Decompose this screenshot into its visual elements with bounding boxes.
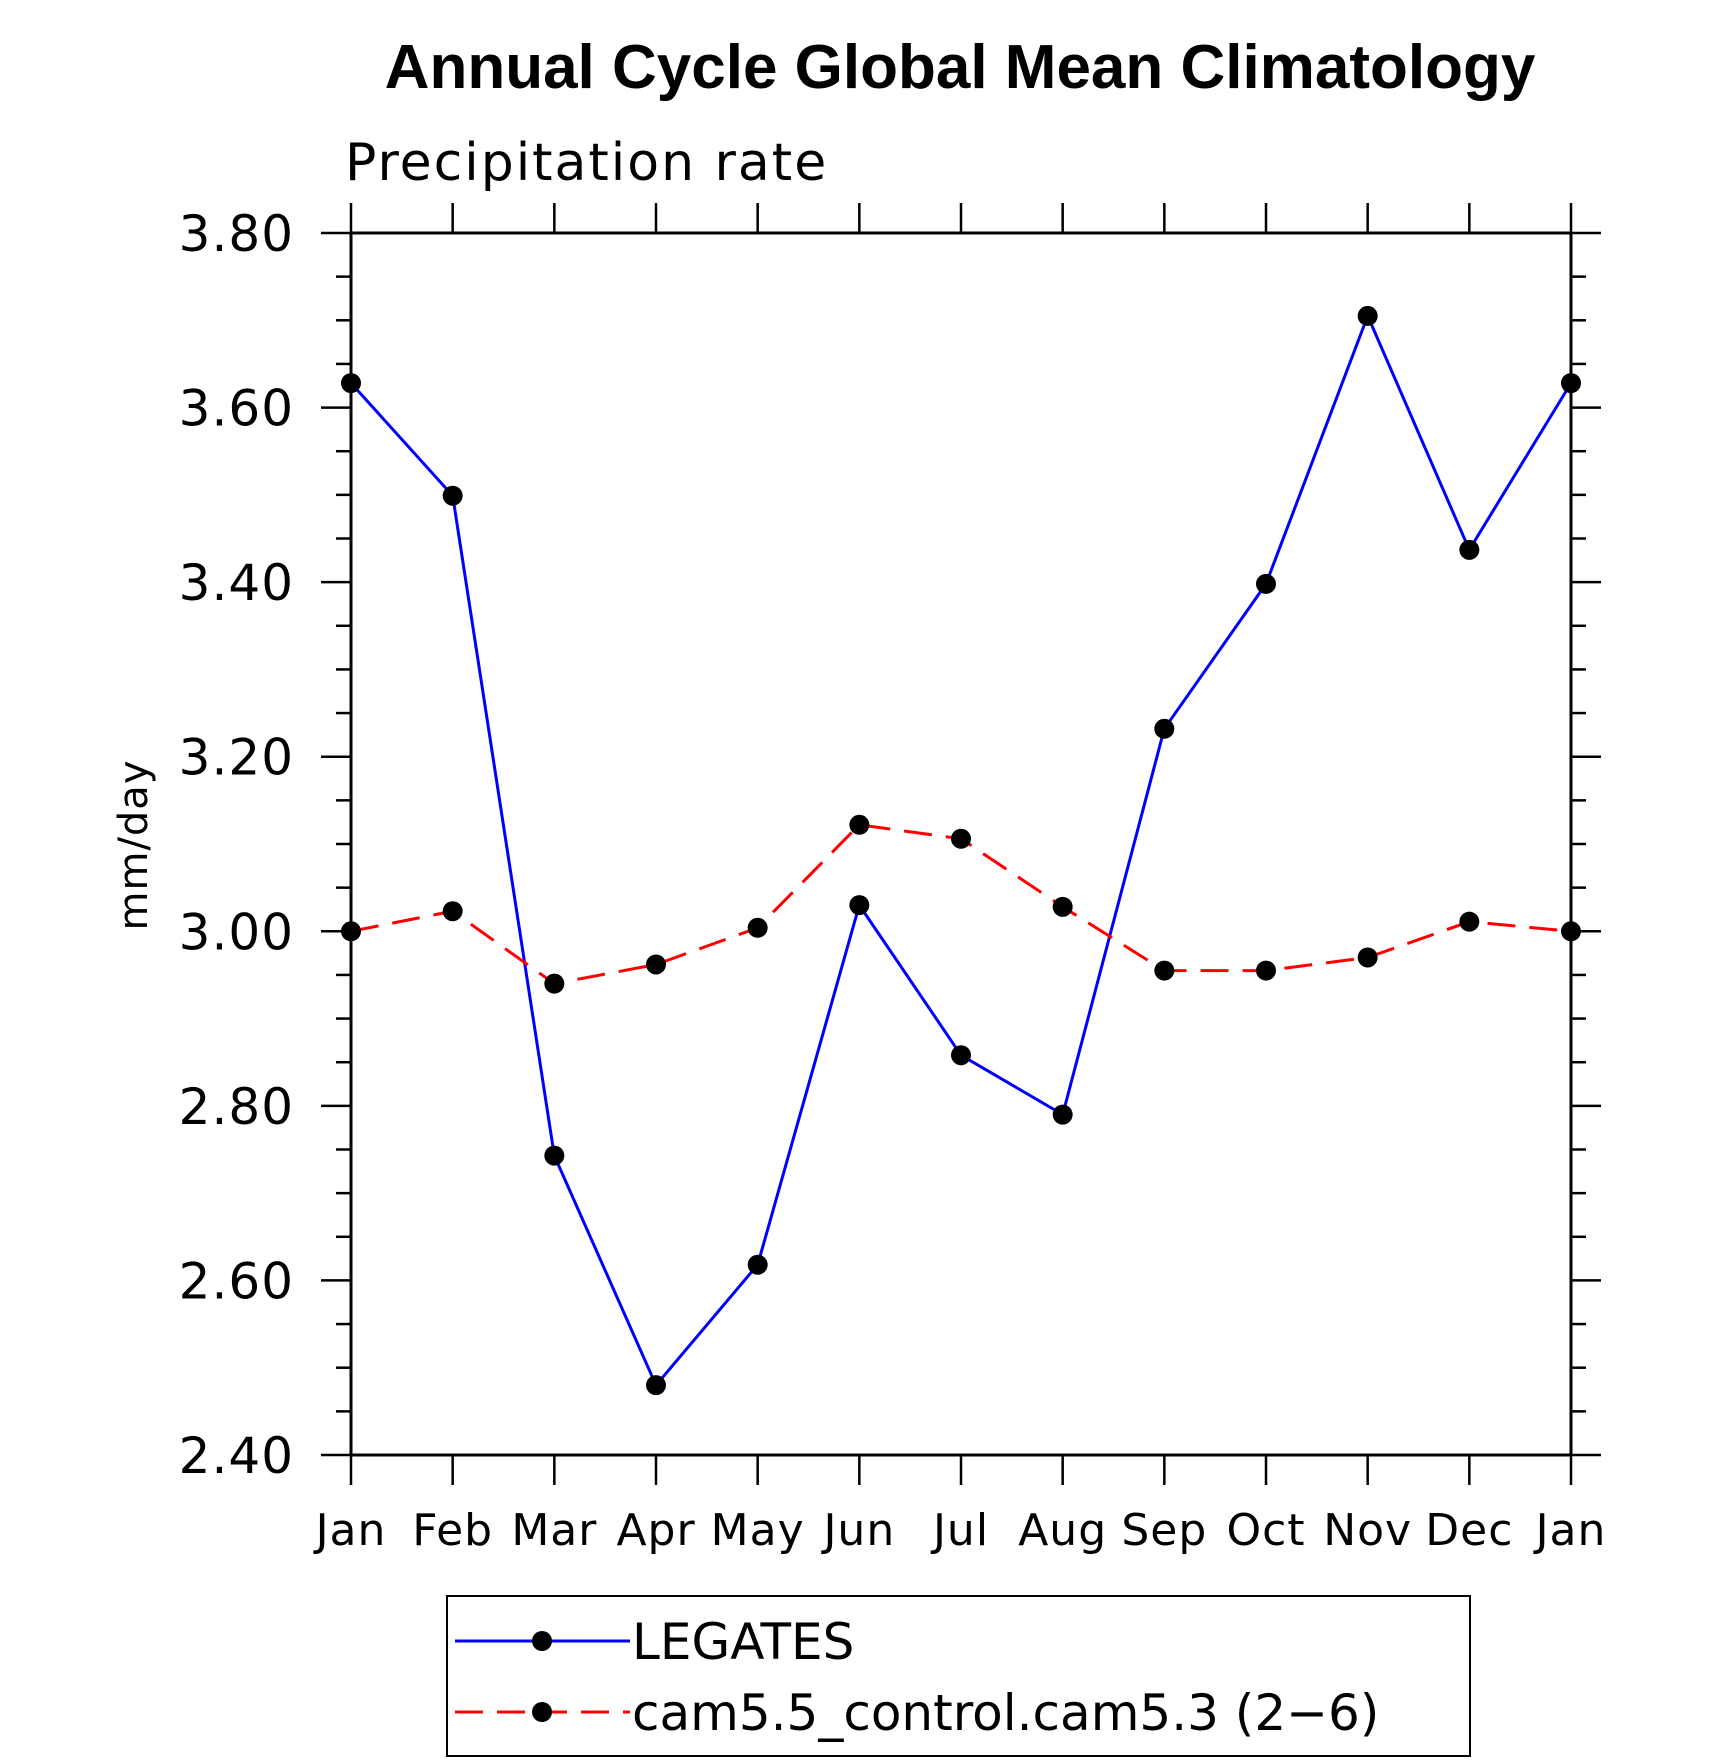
data-point-series-1 xyxy=(747,1254,768,1275)
data-point-series-1 xyxy=(1052,1104,1073,1125)
y-tick-label: 2.60 xyxy=(179,1252,294,1310)
y-tick-label: 2.40 xyxy=(179,1427,294,1485)
chart-subtitle: Precipitation rate xyxy=(345,133,828,193)
data-point-series-2 xyxy=(849,814,870,835)
data-point-series-1 xyxy=(1357,305,1378,326)
data-point-series-1 xyxy=(544,1145,565,1166)
y-tick-label: 3.40 xyxy=(179,554,294,612)
x-tick-label: Oct xyxy=(1226,1505,1305,1556)
data-point-series-2 xyxy=(1459,911,1480,932)
y-axis: 2.40 2.60 2.80 3.00 3.20 3.40 3.60 3.80 xyxy=(179,205,1601,1485)
x-tick-label: Dec xyxy=(1425,1505,1513,1556)
data-point-series-2 xyxy=(1561,921,1581,942)
x-tick-label: Jan xyxy=(1533,1505,1607,1556)
data-point-series-2 xyxy=(1154,960,1175,981)
x-tick-label: Feb xyxy=(412,1505,493,1556)
legend-label-1: LEGATES xyxy=(632,1613,854,1671)
x-tick-label: Aug xyxy=(1018,1505,1107,1556)
data-point-series-2 xyxy=(1357,947,1378,968)
series-line-1 xyxy=(349,314,1573,1387)
data-point-series-1 xyxy=(1256,573,1276,594)
y-axis-label: mm/day xyxy=(111,760,157,931)
chart-title: Annual Cycle Global Mean Climatology xyxy=(385,33,1536,102)
data-point-series-1 xyxy=(1459,539,1480,560)
data-point-series-1 xyxy=(1561,373,1581,394)
x-tick-label: Nov xyxy=(1323,1505,1412,1556)
y-tick-label: 3.20 xyxy=(179,729,294,787)
data-point-series-2 xyxy=(747,917,768,938)
series-layer xyxy=(341,305,1581,1396)
data-point-series-2 xyxy=(544,973,565,994)
x-tick-label: Mar xyxy=(511,1505,597,1556)
data-point-series-1 xyxy=(951,1045,971,1066)
data-point-series-2 xyxy=(341,921,361,942)
legend-marker-1 xyxy=(532,1631,552,1651)
legend-box xyxy=(446,1595,1471,1757)
y-tick-label: 3.00 xyxy=(179,903,294,961)
data-point-series-1 xyxy=(1154,718,1175,739)
data-point-series-2 xyxy=(1256,960,1276,981)
x-axis: Jan Feb Mar Apr May Jun Jul Aug Sep Oct Nov Dec Jan xyxy=(313,203,1607,1556)
x-tick-label: Apr xyxy=(616,1505,695,1556)
x-tick-label: May xyxy=(711,1505,805,1556)
data-point-series-1 xyxy=(849,895,870,916)
x-tick-label: Sep xyxy=(1121,1505,1207,1556)
data-point-series-1 xyxy=(646,1375,666,1396)
y-tick-label: 3.80 xyxy=(179,205,294,263)
data-point-series-2 xyxy=(646,954,666,975)
data-point-series-1 xyxy=(341,373,361,394)
data-point-series-2 xyxy=(951,828,971,849)
data-point-series-1 xyxy=(442,485,463,506)
x-tick-label: Jul xyxy=(930,1505,989,1556)
y-tick-label: 3.60 xyxy=(179,380,294,438)
legend-label-2: cam5.5_control.cam5.3 (2−6) xyxy=(632,1684,1379,1742)
legend-marker-2 xyxy=(532,1702,552,1722)
legend: LEGATES cam5.5_control.cam5.3 (2−6) xyxy=(446,1595,1471,1757)
data-point-series-2 xyxy=(442,901,463,922)
y-tick-label: 2.80 xyxy=(179,1078,294,1136)
x-tick-label: Jan xyxy=(313,1505,387,1556)
data-point-series-2 xyxy=(1052,896,1073,917)
x-tick-label: Jun xyxy=(820,1505,895,1556)
